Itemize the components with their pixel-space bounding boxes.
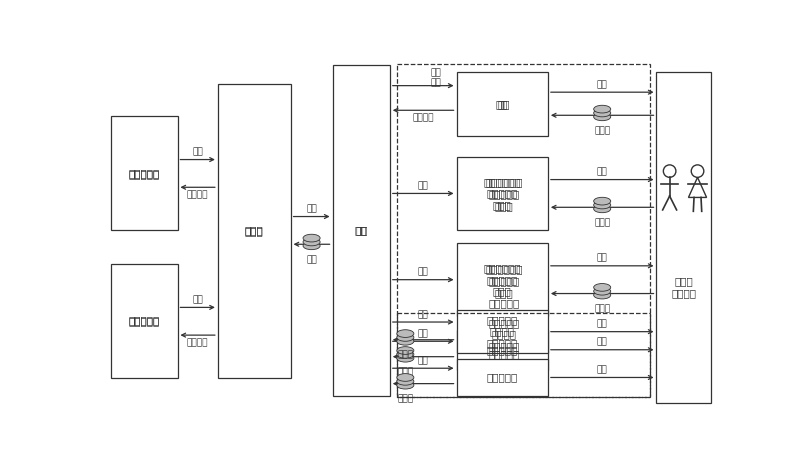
Text: 本社: 本社 [356,225,368,235]
Text: 支払: 支払 [306,255,317,264]
Text: 韓国代理店: 韓国代理店 [488,349,519,359]
Text: 商品代: 商品代 [398,394,414,404]
Ellipse shape [397,381,414,389]
Bar [457,72,548,136]
Text: 販売: 販売 [597,338,607,347]
Text: エンド
ユーザー: エンド ユーザー [671,276,696,298]
Text: 商品代: 商品代 [594,304,610,314]
Text: 生産指示: 生産指示 [187,338,208,347]
Bar [457,310,548,353]
Ellipse shape [303,238,320,246]
Text: 海外向け直営
オンライン
サイト: 海外向け直営 オンライン サイト [485,265,522,298]
Text: 販売: 販売 [597,319,607,329]
Text: 商品代: 商品代 [398,367,414,377]
Text: 配送: 配送 [430,78,441,87]
Polygon shape [689,177,706,197]
Text: 販売: 販売 [597,168,607,176]
Bar [457,244,548,316]
Text: 国内生産先: 国内生産先 [129,169,160,178]
Text: 国内生産先: 国内生産先 [129,169,160,179]
Ellipse shape [397,354,414,362]
Text: 国内向け直営
オンライン
サイト: 国内向け直営 オンライン サイト [483,177,521,210]
Ellipse shape [397,334,414,341]
Ellipse shape [397,337,414,345]
Ellipse shape [397,351,414,358]
Ellipse shape [594,205,610,213]
Ellipse shape [397,330,414,337]
Text: 販売: 販売 [597,254,607,263]
Bar [457,157,548,229]
Bar [111,264,178,378]
Text: 販売: 販売 [418,356,429,365]
Text: 店舗: 店舗 [496,99,509,109]
Ellipse shape [594,201,610,209]
Text: 仕入: 仕入 [306,204,317,213]
Text: 海外卸売先
（米国、
イタリア）: 海外卸売先 （米国、 イタリア） [486,315,518,348]
Text: 販売: 販売 [597,366,607,374]
Ellipse shape [594,283,610,291]
Text: 配送依頼: 配送依頼 [413,113,434,122]
Bar [111,117,178,230]
Ellipse shape [594,287,610,295]
Text: 海外向け直営
オンライン
サイト: 海外向け直営 オンライン サイト [483,263,521,296]
Text: 運営: 運営 [418,181,429,191]
Text: 海外生産先: 海外生産先 [129,315,160,325]
Text: 本社: 本社 [355,225,367,235]
Text: 販売: 販売 [597,80,607,89]
Text: 運営: 運営 [418,268,429,276]
Text: 生産: 生産 [192,295,203,304]
Text: 当社: 当社 [430,69,441,78]
Bar [657,72,710,403]
Circle shape [691,165,704,177]
Text: 仕入先: 仕入先 [245,226,264,236]
Ellipse shape [594,105,610,113]
Bar [397,313,650,398]
Text: 国内卸売先: 国内卸売先 [488,298,519,308]
Bar [218,84,290,378]
Text: 店舗: 店舗 [498,99,510,109]
Text: 商品代: 商品代 [594,218,610,227]
Ellipse shape [303,242,320,250]
Text: 海外生産先: 海外生産先 [129,316,160,326]
Bar [333,65,390,396]
Text: 国内卸売先: 国内卸売先 [486,372,518,383]
Circle shape [663,165,676,177]
Ellipse shape [397,377,414,385]
Ellipse shape [594,197,610,205]
Bar [457,330,548,370]
Ellipse shape [397,374,414,381]
Text: 商品代: 商品代 [398,351,414,360]
Text: 生産指示: 生産指示 [187,191,208,199]
Ellipse shape [397,347,414,354]
Ellipse shape [303,234,320,242]
Text: 販売: 販売 [418,310,429,319]
Text: 韓国代理店: 韓国代理店 [486,345,518,355]
Text: 海外卸売先
（米国、
イタリア）: 海外卸売先 （米国、 イタリア） [488,318,519,351]
Text: 商品代: 商品代 [594,126,610,135]
Ellipse shape [594,291,610,299]
Text: 国内向け直営
オンライン
サイト: 国内向け直営 オンライン サイト [485,178,522,211]
Bar [457,359,548,396]
Text: 仕入先: 仕入先 [245,225,264,235]
Text: 販売: 販売 [418,329,429,338]
Text: 生産: 生産 [192,148,203,156]
Ellipse shape [594,113,610,121]
Bar [397,64,650,398]
Ellipse shape [594,109,610,117]
